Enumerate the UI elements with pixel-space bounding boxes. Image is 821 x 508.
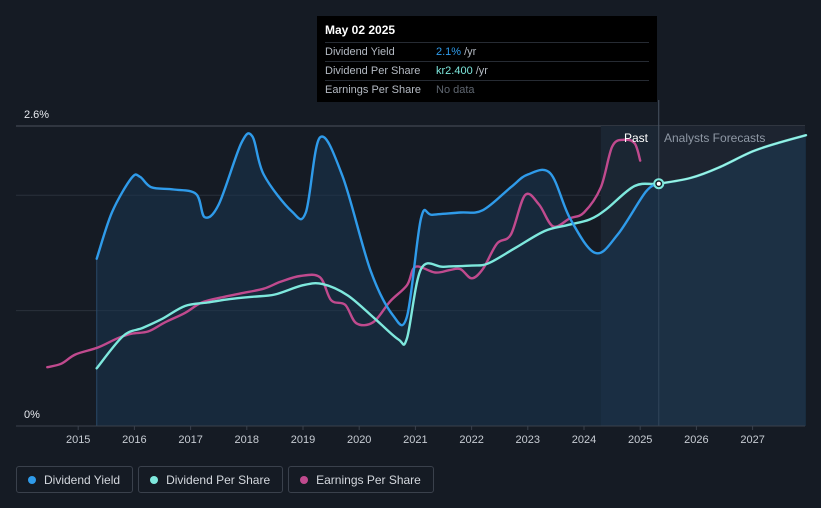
legend-dot-icon xyxy=(300,475,309,484)
y-tick-top: 2.6% xyxy=(24,109,49,121)
earnings-per-share-line xyxy=(46,138,642,369)
dividend-yield-area xyxy=(96,133,659,426)
legend-label: Dividend Per Share xyxy=(166,472,271,487)
tooltip-value: 2.1% xyxy=(436,46,462,58)
tooltip-row-dividend-yield: Dividend Yield 2.1% /yr xyxy=(325,42,649,61)
y-tick-bottom: 0% xyxy=(24,409,40,421)
tooltip-unit: /yr xyxy=(475,65,488,77)
forecast-area xyxy=(658,135,806,426)
x-tick-label: 2027 xyxy=(740,434,764,446)
x-axis-ticks: 2015 2016 2017 2018 2019 2020 2021 2022 2023 2024… xyxy=(66,426,765,446)
x-tick-label: 2017 xyxy=(178,434,202,446)
tooltip-key: Dividend Per Share xyxy=(325,65,421,77)
legend-label: Dividend Yield xyxy=(44,472,121,487)
past-region-label: Past xyxy=(624,131,649,145)
x-tick-label: 2025 xyxy=(628,434,652,446)
x-tick-label: 2015 xyxy=(66,434,90,446)
x-tick-label: 2020 xyxy=(347,434,371,446)
x-tick-label: 2022 xyxy=(459,434,483,446)
forecast-line-highlight xyxy=(658,134,807,185)
x-tick-label: 2019 xyxy=(291,434,315,446)
tooltip-key: Earnings Per Share xyxy=(325,84,421,96)
tooltip-value: No data xyxy=(436,84,475,96)
legend-label: Earnings Per Share xyxy=(316,472,421,487)
legend-dot-icon xyxy=(150,475,159,484)
chart-legend: Dividend Yield Dividend Per Share Earnin… xyxy=(16,466,434,493)
hover-tooltip: May 02 2025 Dividend Yield 2.1% /yr Divi… xyxy=(317,16,657,102)
x-tick-label: 2016 xyxy=(122,434,146,446)
legend-earnings-per-share[interactable]: Earnings Per Share xyxy=(288,466,434,493)
legend-dividend-yield[interactable]: Dividend Yield xyxy=(16,466,134,493)
dividend-yield-line xyxy=(95,132,660,327)
forecast-region-label: Analysts Forecasts xyxy=(664,131,765,145)
tooltip-row-dividend-per-share: Dividend Per Share kr2.400 /yr xyxy=(325,61,649,80)
x-tick-label: 2023 xyxy=(516,434,540,446)
legend-dot-icon xyxy=(28,475,36,484)
x-tick-label: 2018 xyxy=(235,434,259,446)
x-tick-label: 2026 xyxy=(684,434,708,446)
tooltip-value: kr2.400 xyxy=(436,65,473,77)
tooltip-unit: /yr xyxy=(464,46,477,58)
series-areas xyxy=(96,133,806,426)
tooltip-row-earnings-per-share: Earnings Per Share No data xyxy=(325,80,649,99)
x-tick-label: 2021 xyxy=(403,434,427,446)
hover-marker-core xyxy=(656,181,661,186)
x-tick-label: 2024 xyxy=(572,434,596,446)
legend-dividend-per-share[interactable]: Dividend Per Share xyxy=(138,466,284,493)
hover-markers xyxy=(653,178,665,190)
tooltip-date: May 02 2025 xyxy=(325,23,396,37)
tooltip-key: Dividend Yield xyxy=(325,46,395,58)
